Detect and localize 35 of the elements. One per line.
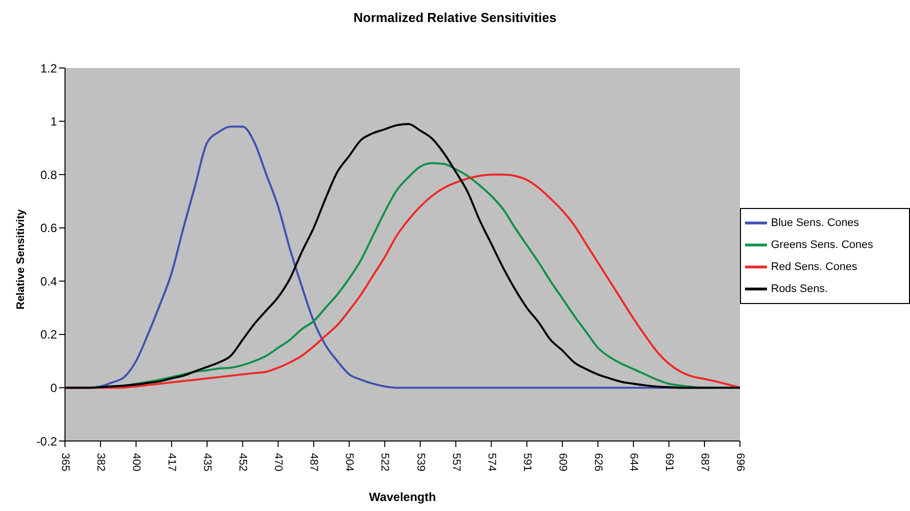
x-tick-label: 400 [130,453,142,472]
x-tick-label: 609 [556,453,568,472]
legend-label: Red Sens. Cones [771,260,858,272]
legend-label: Greens Sens. Cones [771,238,874,250]
x-tick-label: 574 [485,453,498,472]
x-tick-label: 626 [592,453,604,472]
x-tick-label: 644 [627,453,640,472]
y-tick-label: 1 [50,114,58,129]
y-tick-label: 0.6 [40,221,58,236]
x-tick-label: 522 [378,453,391,472]
x-tick-label: 539 [414,453,426,472]
y-tick-label: 0.2 [40,328,58,342]
y-tick-label: 0.4 [40,274,58,288]
x-tick-label: 470 [272,453,284,472]
x-tick-label: 365 [59,453,71,472]
x-axis-title: Wavelength [369,490,436,504]
chart-title: Normalized Relative Sensitivities [352,10,558,25]
x-tick-label: 487 [308,453,320,472]
x-tick-label: 696 [734,453,746,472]
y-tick-label: 0 [50,380,58,395]
x-tick-label: 382 [94,453,107,472]
y-tick-label: 1.2 [40,61,58,76]
x-tick-label: 452 [236,453,249,472]
x-tick-label: 557 [450,453,462,472]
y-tick-label: -0.2 [36,434,58,448]
x-tick-label: 687 [698,453,710,472]
x-tick-label: 691 [662,453,675,472]
legend-label: Blue Sens. Cones [771,216,860,228]
x-tick-label: 435 [201,453,214,472]
x-tick-label: 591 [520,453,533,472]
y-axis-title: Relative Sensitivity [14,208,27,310]
legend-label: Rods Sens. [771,282,828,294]
x-tick-label: 504 [343,453,356,472]
x-tick-label: 417 [166,453,178,472]
y-tick-label: 0.8 [40,168,58,182]
